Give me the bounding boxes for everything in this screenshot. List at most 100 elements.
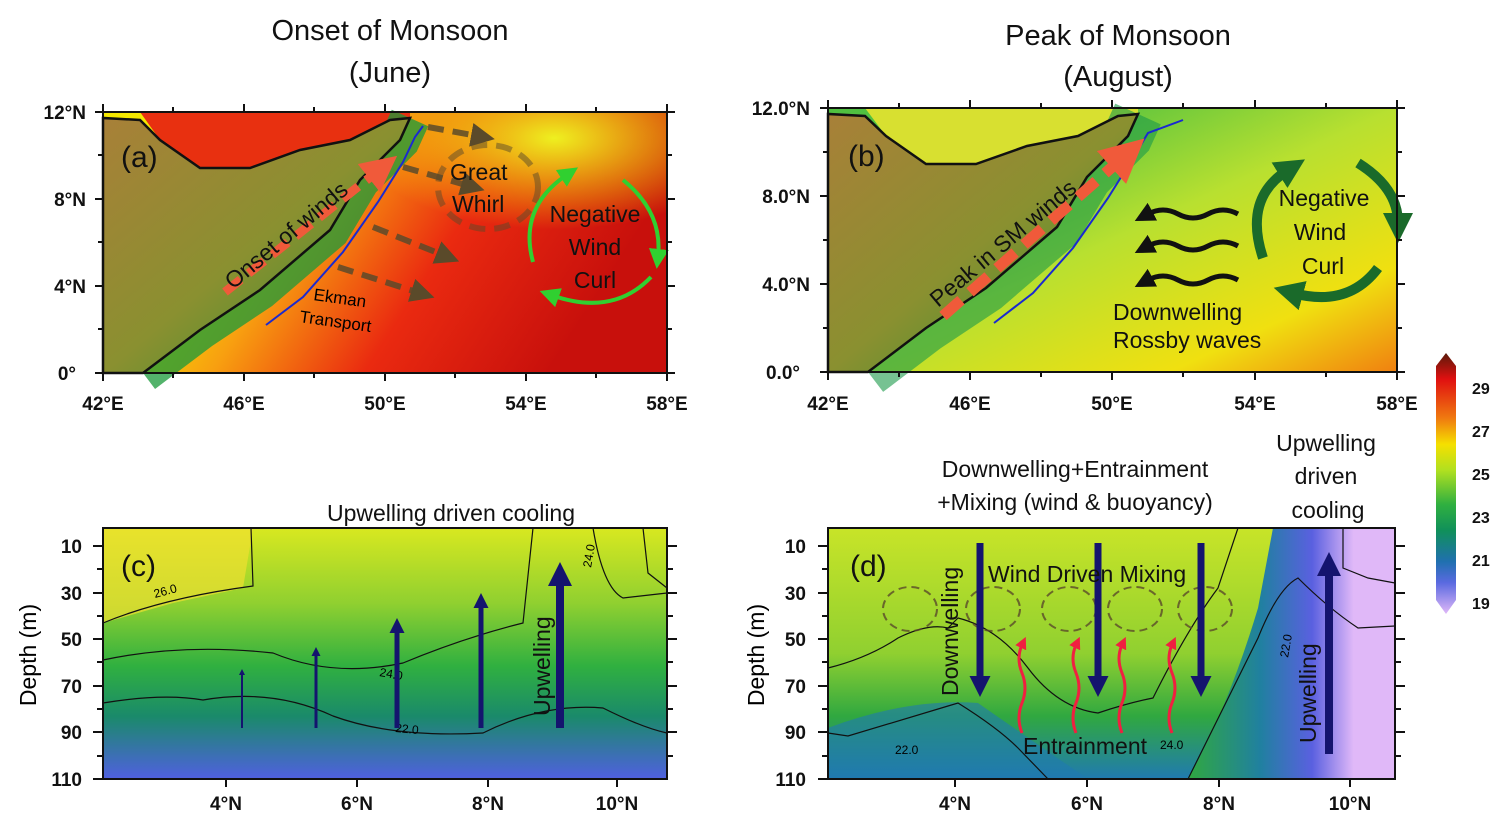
streamline xyxy=(993,119,1184,324)
upwelling-label: Upwelling xyxy=(529,616,555,716)
x-tick-label: 10°N xyxy=(1329,794,1371,815)
x-tick-label: 50°E xyxy=(364,394,405,415)
x-tick-label: 8°N xyxy=(1203,794,1235,815)
y-tick-label: 10 xyxy=(785,537,806,558)
plot-frame xyxy=(827,527,1396,780)
contour-line xyxy=(827,527,1239,714)
ekman-arrow xyxy=(337,264,435,302)
wind-arrow xyxy=(222,155,398,296)
curl-arrow xyxy=(1273,264,1382,311)
upwelling-zone xyxy=(1188,528,1395,779)
rossby-label: Rossby waves xyxy=(1113,327,1261,353)
rossby-wave-arrow xyxy=(1134,268,1240,288)
panel-b: (b) Peak in SM winds Downwelling Rossby … xyxy=(820,100,1413,392)
axis-ticks xyxy=(95,104,675,381)
x-tick-label: 4°N xyxy=(939,794,971,815)
contour-label: 24.0 xyxy=(580,543,598,569)
title-left-line1: Onset of Monsoon xyxy=(272,15,509,47)
x-tick-label: 10°N xyxy=(596,794,638,815)
panel-label-a: (a) xyxy=(121,141,158,174)
panel-label-b: (b) xyxy=(848,140,885,173)
x-tick-label: 42°E xyxy=(807,394,848,415)
wind-label: Wind xyxy=(1294,219,1346,245)
x-tick-label: 54°E xyxy=(1234,394,1275,415)
colorbar-label: 25 xyxy=(1472,467,1490,484)
curl-label: Curl xyxy=(574,267,616,293)
negative-label: Negative xyxy=(550,201,641,227)
axis-ticks xyxy=(93,545,677,787)
land-somalia xyxy=(101,116,413,375)
x-tick-label: 58°E xyxy=(1376,394,1417,415)
entrainment-arrow xyxy=(1015,636,1027,734)
y-tick-label: 12.0°N xyxy=(752,99,810,120)
whirl-label: Whirl xyxy=(452,191,504,217)
panel-d-y-ticks: 10 30 50 70 90 110 xyxy=(775,537,806,791)
contour-label: 22.0 xyxy=(895,743,919,757)
wind-label: Wind xyxy=(569,234,621,260)
title-left-line2: (June) xyxy=(349,57,431,89)
mixing-eddy xyxy=(1107,586,1163,632)
x-tick-label: 8°N xyxy=(472,794,504,815)
ekman-arrow xyxy=(371,224,460,264)
panel-a: (a) Onset of winds Great Whirl Negative … xyxy=(95,104,675,389)
side-title-line2: driven xyxy=(1295,463,1358,489)
x-tick-label: 6°N xyxy=(341,794,373,815)
downwelling-label: Downwelling xyxy=(1113,299,1242,325)
rossby-wave-arrow xyxy=(1134,202,1240,222)
plot-frame xyxy=(102,527,668,780)
x-tick-label: 6°N xyxy=(1071,794,1103,815)
side-title-line1: Upwelling xyxy=(1276,430,1376,456)
x-tick-label: 58°E xyxy=(646,394,687,415)
y-tick-label: 8°N xyxy=(54,190,86,211)
y-tick-label: 12°N xyxy=(44,103,86,124)
panel-c-ylabel: Depth (m) xyxy=(15,604,41,706)
contour-line xyxy=(102,527,254,624)
panel-label-c: (c) xyxy=(121,550,156,583)
entrainment-arrow xyxy=(1115,636,1127,734)
mixing-eddy xyxy=(1177,586,1233,632)
y-tick-label: 10 xyxy=(61,537,82,558)
colorbar-scale xyxy=(1436,353,1456,614)
x-tick-label: 54°E xyxy=(505,394,546,415)
wind-driven-mixing-label: Wind Driven Mixing xyxy=(988,561,1186,587)
y-tick-label: 0.0° xyxy=(766,363,800,384)
panel-label-d: (d) xyxy=(850,550,887,583)
panel-a-y-ticks: 12°N 8°N 4°N 0° xyxy=(44,103,86,385)
panel-c: 26.0 24.0 22.0 24.0 (c) Upwelling xyxy=(93,527,677,787)
panel-d-x-ticks: 4°N 6°N 8°N 10°N xyxy=(939,794,1371,815)
x-tick-label: 4°N xyxy=(210,794,242,815)
great-whirl-eddy xyxy=(435,142,541,232)
colorbar-label: 19 xyxy=(1472,596,1490,613)
axis-ticks xyxy=(820,100,1405,380)
curl-arrow xyxy=(539,275,653,308)
contour-line xyxy=(102,527,668,670)
panel-c-title: Upwelling driven cooling xyxy=(327,500,575,526)
panel-d-ylabel: Depth (m) xyxy=(743,604,769,706)
y-tick-label: 4.0°N xyxy=(762,275,810,296)
land-somalia xyxy=(826,112,1141,374)
curl-label: Curl xyxy=(1302,253,1344,279)
contour-label: 22.0 xyxy=(395,721,420,737)
panel-d: 22.0 22.0 24.0 (d) Downwelling Wind Driv… xyxy=(818,527,1405,787)
gulf-of-aden xyxy=(865,108,1138,164)
y-tick-label: 4°N xyxy=(54,277,86,298)
y-tick-label: 0° xyxy=(58,364,76,385)
contour-label: 26.0 xyxy=(152,581,178,601)
ekman-arrow xyxy=(427,123,495,147)
colorbar-label: 29 xyxy=(1472,381,1490,398)
contour-label: 22.0 xyxy=(1277,633,1295,659)
axis-ticks xyxy=(818,545,1405,787)
y-tick-label: 50 xyxy=(785,630,806,651)
panel-b-y-ticks: 12.0°N 8.0°N 4.0°N 0.0° xyxy=(752,99,810,384)
side-title-line3: cooling xyxy=(1292,497,1365,523)
entrainment-label: Entrainment xyxy=(1023,733,1148,759)
rossby-wave-arrow xyxy=(1134,234,1240,254)
streamline xyxy=(265,125,424,326)
panel-d-title-line1: Downwelling+Entrainment xyxy=(942,456,1209,482)
gulf-of-aden xyxy=(140,112,410,168)
panel-d-title-line2: +Mixing (wind & buoyancy) xyxy=(937,489,1212,515)
title-right-line2: (August) xyxy=(1063,61,1173,93)
upwelling-label: Upwelling xyxy=(1295,643,1321,743)
y-tick-label: 8.0°N xyxy=(762,187,810,208)
